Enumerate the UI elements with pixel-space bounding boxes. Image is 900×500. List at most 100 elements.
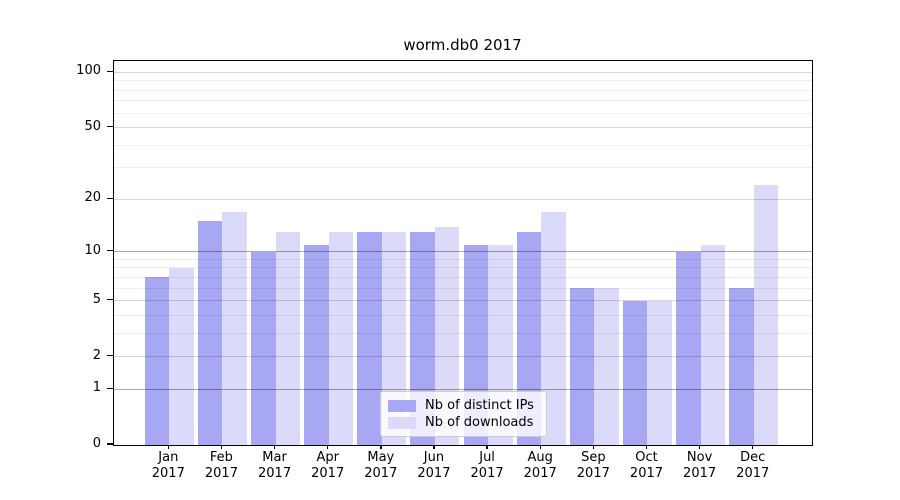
y-tick-mark-100 <box>107 70 113 73</box>
x-tick-mark-feb <box>220 445 223 449</box>
legend-swatch-downloads <box>388 416 416 429</box>
bar-downloads-oct <box>647 300 672 445</box>
y-tick-mark-5 <box>107 298 113 301</box>
bar-distinct-ips-apr <box>304 244 329 445</box>
x-tick-label-dec: Dec 2017 <box>713 450 793 482</box>
x-tick-label-oct: Oct 2017 <box>606 450 686 482</box>
legend-label-downloads: Nb of downloads <box>425 415 534 430</box>
x-tick-year: 2017 <box>523 466 557 481</box>
x-tick-month: Jan <box>158 450 179 465</box>
y-tick-label-100: 100 <box>76 63 101 79</box>
x-tick-mark-nov <box>698 445 701 449</box>
x-tick-mark-apr <box>326 445 329 449</box>
y-tick-mark-20 <box>107 197 113 200</box>
x-tick-mark-jun <box>433 445 435 449</box>
y-tick-label-50: 50 <box>84 118 101 134</box>
gridline-5 <box>114 300 812 302</box>
y-tick-label-2: 2 <box>92 347 101 363</box>
x-tick-month: Feb <box>209 450 233 465</box>
x-tick-label-mar: Mar 2017 <box>235 450 315 482</box>
x-tick-year: 2017 <box>258 466 292 481</box>
x-tick-month: Jun <box>423 450 445 465</box>
bar-distinct-ips-sep <box>569 288 595 445</box>
gridline-3 <box>114 332 812 334</box>
x-tick-mark-aug <box>539 445 541 449</box>
x-tick-mark-jul <box>486 445 488 449</box>
y-tick-label-0: 0 <box>92 436 101 451</box>
x-tick-month: May <box>367 450 395 465</box>
gridline-40 <box>114 144 812 146</box>
gridline-30 <box>114 167 812 169</box>
x-tick-mark-oct <box>645 445 648 449</box>
gridline-6 <box>114 287 812 289</box>
y-tick-mark-10 <box>107 249 113 252</box>
chart-title: worm.db0 2017 <box>403 36 522 54</box>
gridline-4 <box>114 314 812 316</box>
x-tick-year: 2017 <box>576 466 610 481</box>
y-tick-label-1: 1 <box>92 380 101 396</box>
x-tick-year: 2017 <box>204 466 238 481</box>
x-tick-year: 2017 <box>683 466 717 481</box>
legend-label-distinct-ips: Nb of distinct IPs <box>425 398 534 413</box>
x-tick-month: Nov <box>686 450 713 465</box>
x-tick-month: Mar <box>262 450 287 465</box>
gridline-9 <box>114 258 812 260</box>
y-tick-mark-50 <box>107 125 113 128</box>
gridline-70 <box>114 100 812 102</box>
grid-layer <box>114 61 812 445</box>
x-tick-mark-sep <box>592 445 595 449</box>
x-tick-mark-dec <box>752 445 754 449</box>
x-tick-mark-may <box>380 445 382 449</box>
x-tick-year: 2017 <box>364 466 398 481</box>
gridline-7 <box>114 276 812 278</box>
x-tick-month: Jul <box>479 450 495 465</box>
bar-downloads-apr <box>328 232 354 445</box>
gridline-60 <box>114 112 812 114</box>
legend-item-distinct-ips: Nb of distinct IPs <box>388 397 537 414</box>
legend: Nb of distinct IPs Nb of downloads <box>380 391 547 437</box>
x-tick-month: Aug <box>527 450 553 465</box>
bar-downloads-jan <box>169 267 194 445</box>
y-tick-label-10: 10 <box>84 242 101 258</box>
x-tick-year: 2017 <box>151 466 185 481</box>
x-tick-label-nov: Nov 2017 <box>660 450 740 482</box>
x-tick-mark-jan <box>167 445 169 449</box>
x-tick-year: 2017 <box>417 466 451 481</box>
gridline-90 <box>114 80 812 82</box>
gridline-50 <box>114 127 812 129</box>
x-tick-label-jun: Jun 2017 <box>394 450 474 482</box>
x-tick-year: 2017 <box>629 466 664 481</box>
x-tick-label-jan: Jan 2017 <box>128 450 208 482</box>
bar-distinct-ips-mar <box>251 251 276 445</box>
y-tick-mark-1 <box>107 387 113 389</box>
bar-distinct-ips-jan <box>144 277 170 445</box>
gridline-100 <box>114 71 812 73</box>
bar-downloads-mar <box>275 232 301 445</box>
plot-area <box>113 60 813 446</box>
y-tick-mark-2 <box>107 354 113 357</box>
bar-distinct-ips-nov <box>676 251 701 445</box>
x-tick-month: Apr <box>316 450 339 465</box>
y-tick-mark-0 <box>107 443 113 445</box>
gridline-20 <box>114 198 812 200</box>
bar-distinct-ips-dec <box>729 288 754 445</box>
x-tick-label-feb: Feb 2017 <box>181 450 261 482</box>
x-tick-month: Sep <box>581 450 606 465</box>
y-tick-label-5: 5 <box>92 291 101 307</box>
x-tick-label-sep: Sep 2017 <box>553 450 633 482</box>
gridline-10 <box>114 251 812 253</box>
gridline-8 <box>114 267 812 269</box>
bar-distinct-ips-feb <box>197 221 223 445</box>
gridline-2 <box>114 356 812 358</box>
gridline-1 <box>114 388 812 390</box>
x-tick-year: 2017 <box>311 466 345 481</box>
legend-swatch-distinct-ips <box>388 399 416 412</box>
bar-distinct-ips-may <box>357 232 382 445</box>
x-tick-mark-mar <box>273 445 276 449</box>
bar-downloads-dec <box>753 185 779 445</box>
x-tick-label-jul: Jul 2017 <box>447 450 527 482</box>
x-tick-label-aug: Aug 2017 <box>500 450 580 482</box>
x-tick-month: Oct <box>635 450 658 465</box>
gridline-80 <box>114 89 812 91</box>
